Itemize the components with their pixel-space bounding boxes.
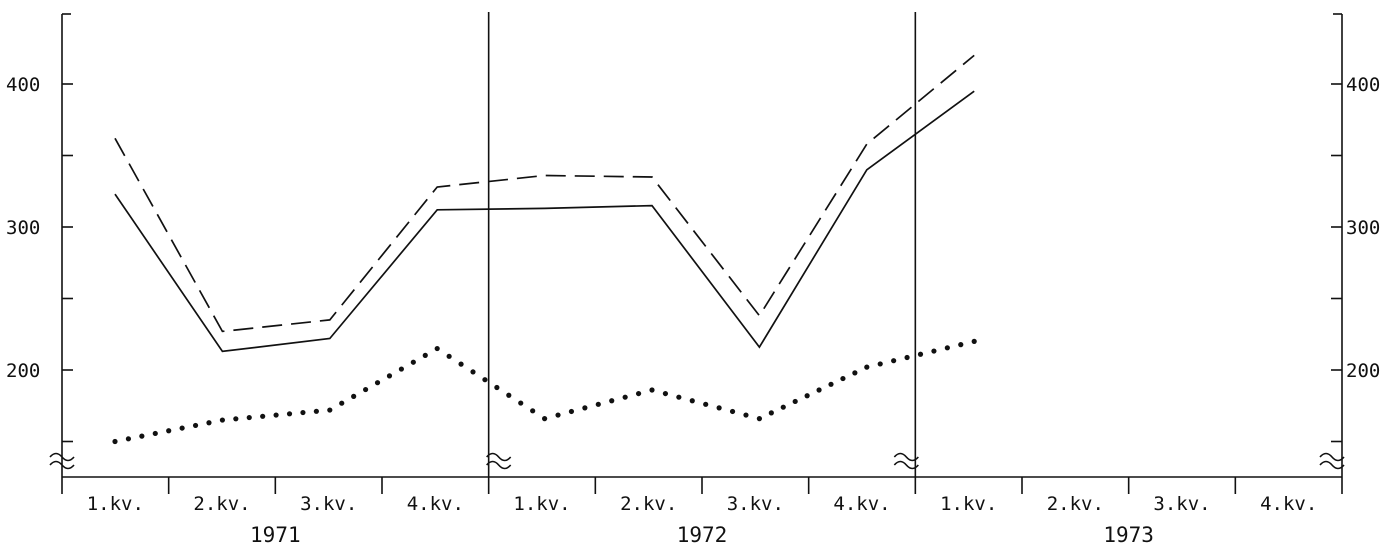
dotted-series-point [410, 359, 416, 365]
dotted-series-point [206, 420, 212, 426]
dotted-series-point [398, 366, 404, 372]
dotted-series-point [179, 425, 185, 431]
dotted-series-point [363, 386, 369, 393]
dotted-series-point [756, 416, 763, 422]
dashed-series-line [114, 54, 975, 333]
dotted-series-point [568, 408, 575, 415]
dotted-series-point [768, 410, 774, 416]
solid-series-line [114, 90, 975, 353]
year-label: 1971 [250, 523, 301, 547]
dotted-series-point [313, 408, 319, 414]
dotted-series-point [506, 392, 512, 398]
dotted-series-point [166, 428, 172, 434]
quarter-label: 1.kv. [87, 493, 144, 515]
dotted-series-point [676, 394, 682, 400]
left-tick-label: 400 [6, 74, 40, 96]
dotted-series-point [649, 387, 655, 393]
dotted-series-point [729, 408, 736, 415]
dotted-series-point [339, 400, 345, 406]
dotted-series-point [689, 398, 695, 404]
dotted-series-point [944, 345, 950, 351]
dotted-series-point [609, 398, 615, 404]
quarter-label: 3.kv. [300, 493, 357, 515]
dotted-series-point [518, 400, 524, 406]
dotted-series-point [542, 416, 548, 422]
dotted-series-point [233, 416, 239, 422]
dotted-series-point [622, 394, 628, 400]
dotted-series-point [716, 405, 722, 411]
quarter-label: 4.kv. [833, 493, 890, 515]
dotted-series-point [530, 408, 536, 414]
left-tick-label: 300 [6, 217, 40, 239]
dotted-series-point [458, 361, 464, 367]
axis-break-left [49, 452, 75, 470]
dotted-series-point [792, 398, 798, 405]
dotted-series-point [635, 390, 642, 397]
dotted-series-point [152, 430, 158, 437]
year-label: 1973 [1103, 523, 1154, 547]
dotted-series-point [931, 348, 937, 354]
dotted-series-point [446, 353, 452, 359]
right-tick-label: 300 [1346, 217, 1380, 239]
dotted-series-point [816, 387, 822, 393]
quarter-label: 1.kv. [940, 493, 997, 515]
axis-break-right [1319, 452, 1345, 470]
dotted-series-point [703, 401, 709, 407]
quarter-label: 3.kv. [727, 493, 784, 515]
dotted-series-point [125, 436, 132, 442]
dotted-series-point [219, 417, 225, 423]
dotted-series-point [422, 352, 428, 358]
dotted-series-point [917, 351, 924, 357]
chart-labels: 400 300 200 400 300 200 1.kv. 2.kv. 3.kv. 4.kv. 1.… [6, 74, 1380, 547]
dotted-series-point [582, 405, 588, 411]
dotted-series-point [470, 369, 476, 375]
dotted-series-point [192, 422, 199, 429]
dotted-series-point [482, 377, 488, 383]
dotted-series-point [780, 404, 786, 410]
dotted-series-point [971, 338, 977, 344]
dotted-series-point [662, 390, 669, 397]
quarter-label: 1.kv. [513, 493, 570, 515]
left-tick-label: 200 [6, 360, 40, 382]
dotted-series-point [273, 412, 279, 418]
axis-break-1973 [893, 452, 919, 470]
quarter-label: 4.kv. [407, 493, 464, 515]
quarter-label: 2.kv. [193, 493, 250, 515]
dotted-series-point [351, 393, 357, 399]
dotted-series-point [300, 409, 306, 416]
quarter-label: 2.kv. [620, 493, 677, 515]
quarter-label: 3.kv. [1153, 493, 1210, 515]
dotted-series-point [904, 354, 910, 361]
dotted-series-point [434, 345, 440, 352]
dotted-series-point [743, 412, 749, 418]
dotted-series-point [260, 413, 266, 419]
right-tick-label: 400 [1346, 74, 1380, 96]
dotted-series-point [494, 384, 500, 391]
dotted-series-point [595, 401, 601, 407]
dotted-series-point [852, 370, 858, 376]
dotted-series-point [246, 414, 252, 421]
dotted-series-point [891, 358, 897, 364]
dotted-series-point [555, 412, 561, 418]
dotted-series-point [286, 411, 293, 417]
dotted-series-point [112, 438, 118, 445]
chart-series [112, 54, 977, 445]
dotted-series-point [327, 407, 333, 413]
axis-break-1972 [486, 452, 512, 470]
right-tick-label: 200 [1346, 360, 1380, 382]
dotted-series-point [828, 381, 834, 387]
dotted-series-point [877, 361, 883, 367]
dotted-series-point [864, 364, 870, 370]
chart-axes [49, 12, 1345, 494]
quarter-label: 4.kv. [1260, 493, 1317, 515]
dotted-series-point [840, 375, 846, 382]
quarter-label: 2.kv. [1047, 493, 1104, 515]
dotted-series-point [386, 373, 393, 379]
dotted-series-point [804, 393, 810, 399]
dotted-series-point [139, 433, 145, 439]
dotted-series-point [374, 380, 381, 386]
year-label: 1972 [677, 523, 728, 547]
dotted-series-point [958, 342, 964, 348]
